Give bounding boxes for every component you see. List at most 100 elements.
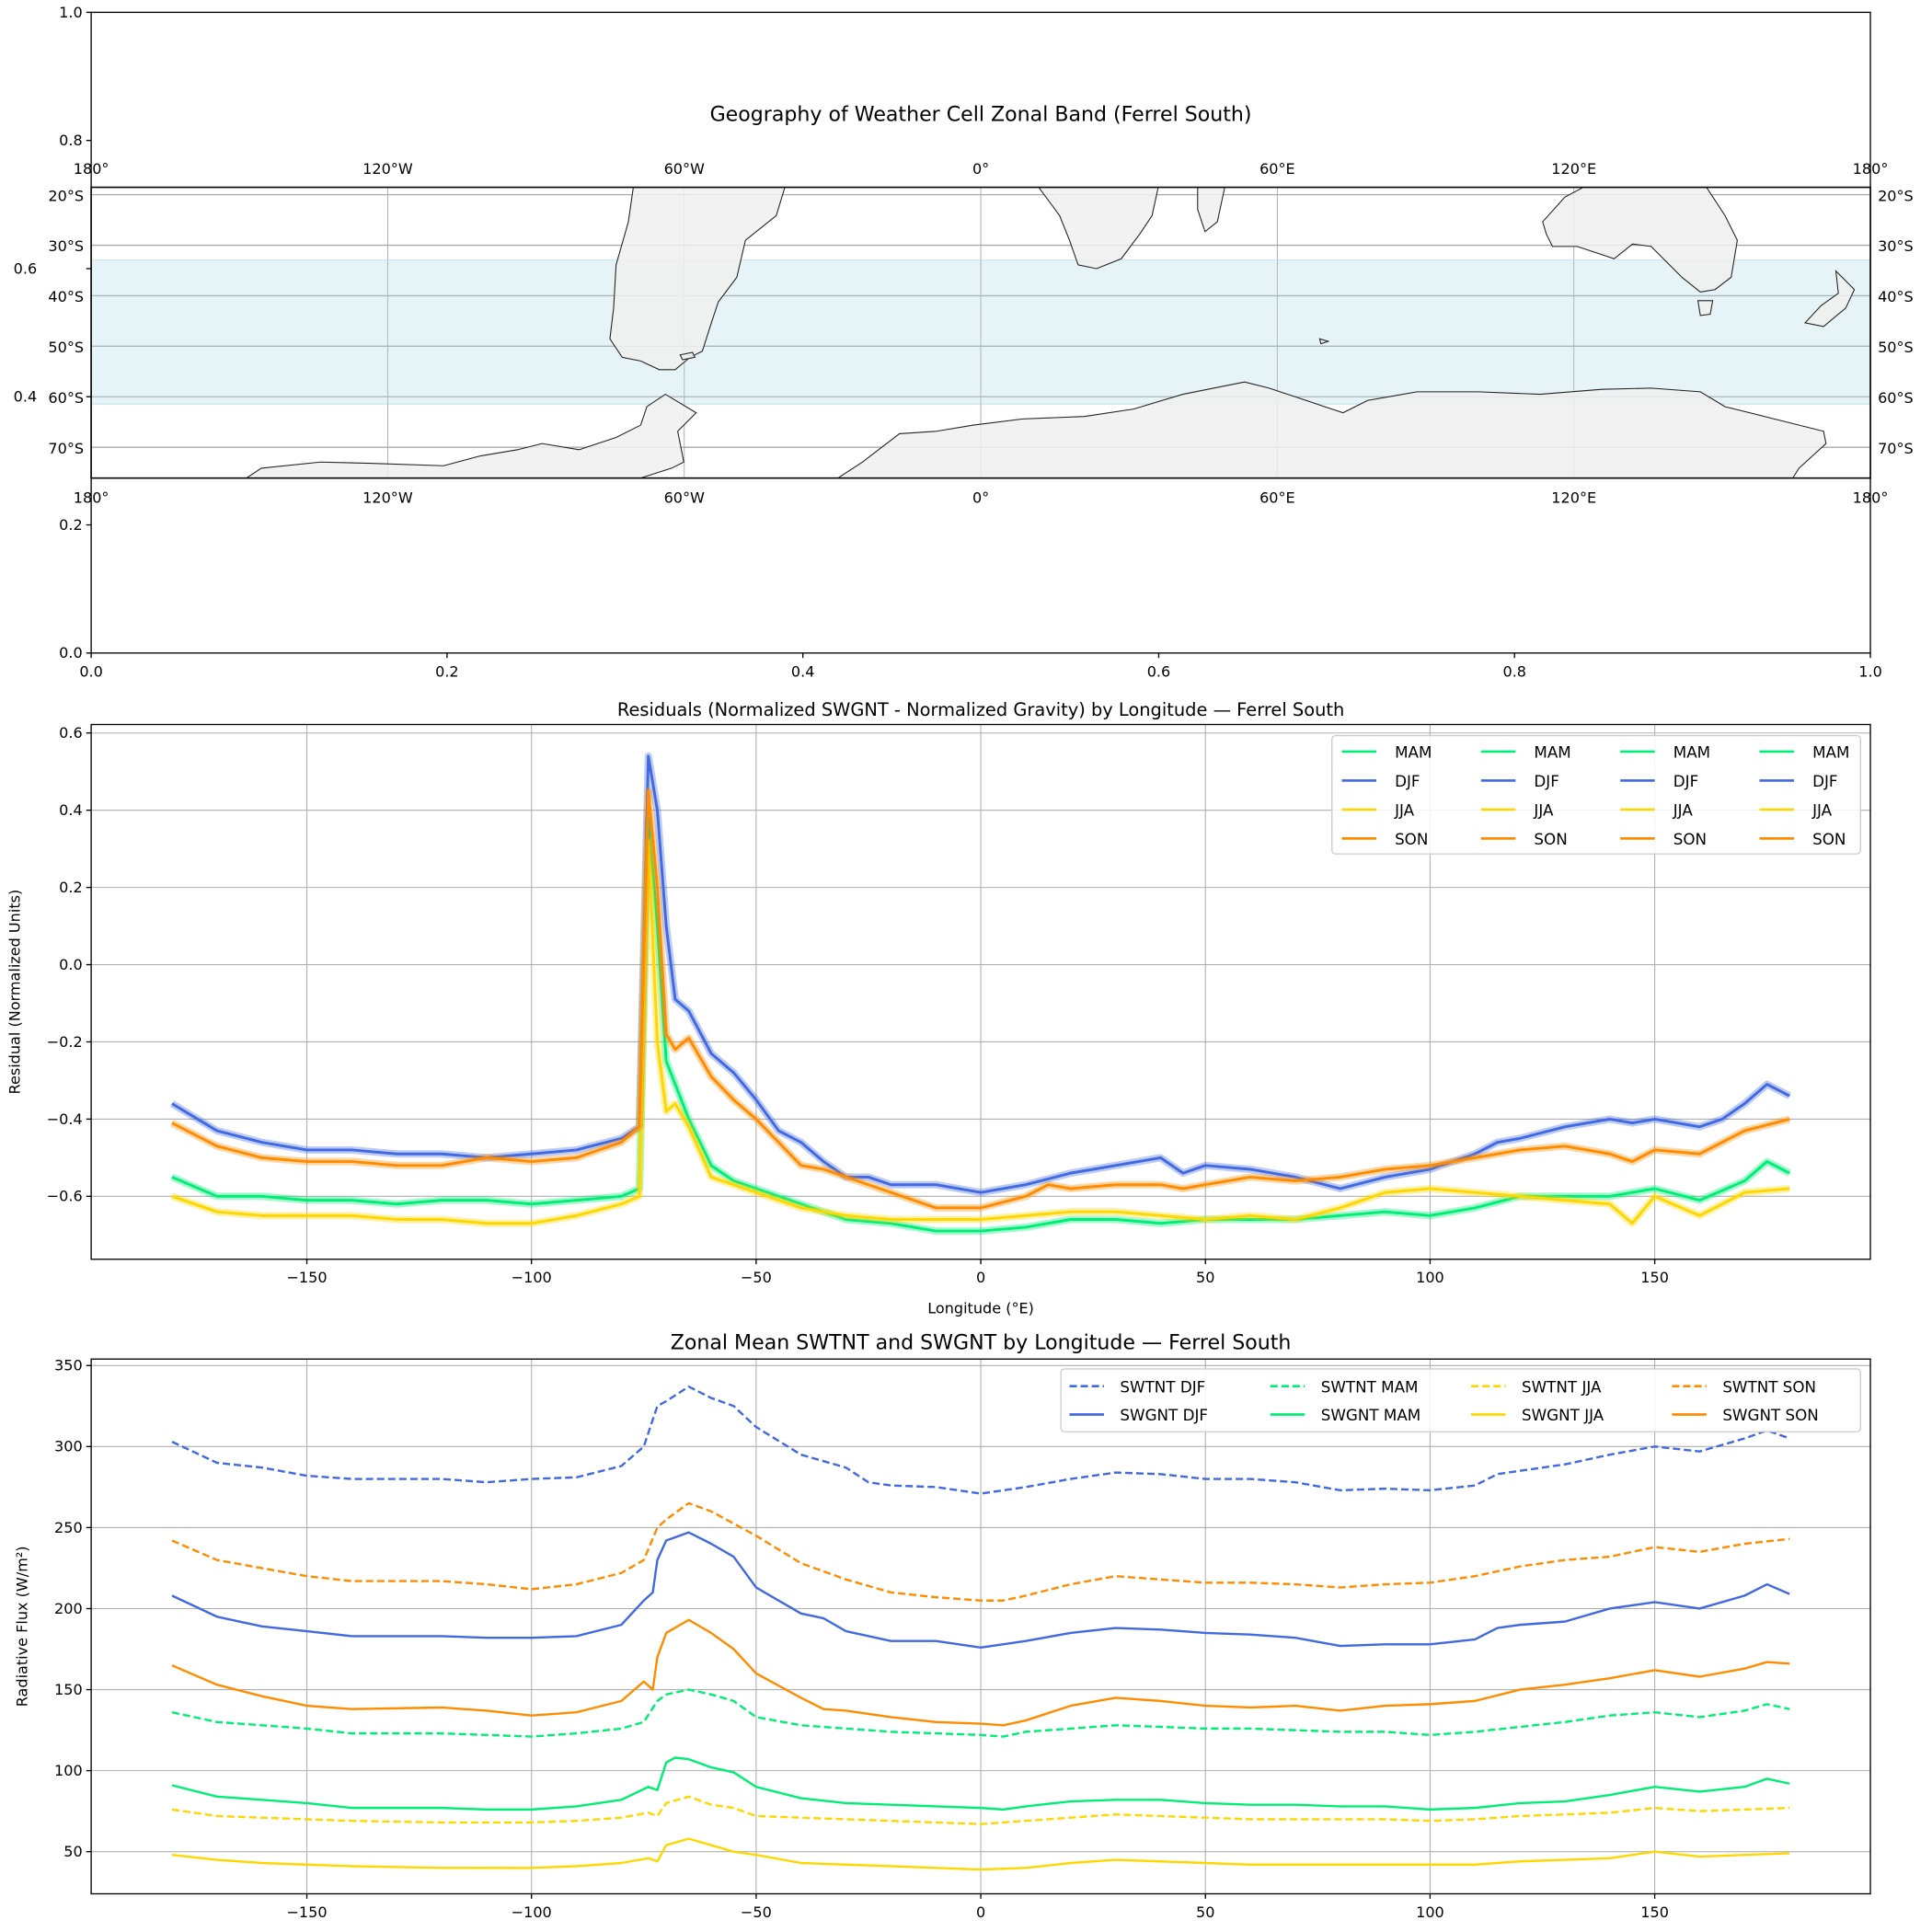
series-line-jja xyxy=(171,839,1790,1225)
lon-label-top: 0° xyxy=(972,160,989,178)
antarctica-west xyxy=(245,393,697,479)
legend-label: SON xyxy=(1673,830,1707,848)
x-tick-label: 150 xyxy=(1640,1269,1669,1286)
residuals-xlabel: Longitude (°E) xyxy=(927,1300,1034,1317)
legend-label: MAM xyxy=(1812,743,1849,762)
x-tick-label: 100 xyxy=(1416,1903,1444,1921)
legend-label: SON xyxy=(1812,830,1846,848)
x-tick-label: 100 xyxy=(1416,1269,1444,1286)
legend: SWTNT DJF SWTNT MAM SWTNT JJA SWTNT SON SWGN… xyxy=(1060,1368,1861,1432)
x-tick-label: 50 xyxy=(1196,1903,1214,1921)
legend-label: SWTNT JJA xyxy=(1522,1377,1602,1396)
series-line-djf xyxy=(171,754,1790,1194)
y-tick-label: −0.2 xyxy=(47,1033,83,1051)
residuals-ylabel: Residual (Normalized Units) xyxy=(6,890,23,1095)
new-zealand xyxy=(1804,270,1856,328)
residuals-title: Residuals (Normalized SWGNT - Normalized… xyxy=(617,699,1344,720)
lon-label-bottom: 120°W xyxy=(362,489,413,506)
series-line-swgnt-mam xyxy=(171,1756,1790,1811)
map-panel: Geography of Weather Cell Zonal Band (Fe… xyxy=(14,4,1914,681)
outer-axis: 0.0 0.2 0.4 0.6 0.8 1.0 0.0 0.2 0.4 0.6 0.8 1.0 xyxy=(14,4,1882,681)
map: 180° 180° 120°W 120°W 60°W 60°W 0° 0° 60°E 60°E 12… xyxy=(48,160,1913,507)
series-line-swgnt-djf xyxy=(171,1531,1790,1649)
x-tick-label: 0 xyxy=(976,1903,985,1921)
y-tick-label: 0.8 xyxy=(59,132,83,149)
x-tick-label: 0.2 xyxy=(435,662,459,680)
lon-label-bottom: 180° xyxy=(74,489,109,506)
y-tick-label: 0.0 xyxy=(59,644,83,661)
axes-frame xyxy=(90,1358,1871,1895)
y-tick-label: 1.0 xyxy=(59,4,83,21)
series-line-swgnt-son xyxy=(171,1618,1790,1727)
series-line-swtnt-jja xyxy=(171,1795,1790,1825)
y-tick-label: 200 xyxy=(54,1600,83,1617)
legend-label: SWTNT MAM xyxy=(1321,1377,1419,1396)
x-tick-label: −150 xyxy=(286,1903,327,1921)
y-tick-label: 100 xyxy=(54,1762,83,1779)
lon-label-top: 120°E xyxy=(1551,160,1596,178)
legend-label: JJA xyxy=(1673,801,1694,820)
series-line-swtnt-djf xyxy=(171,1386,1790,1495)
y-tick-label: 0.4 xyxy=(14,388,38,406)
y-tick-label: 0.2 xyxy=(59,516,83,534)
legend-label: SWTNT SON xyxy=(1722,1377,1816,1396)
y-tick-label: −0.4 xyxy=(47,1110,83,1128)
y-tick-label: 0.0 xyxy=(59,956,83,973)
x-tick-label: −50 xyxy=(741,1903,772,1921)
legend-label: JJA xyxy=(1394,801,1415,820)
legend-label: SON xyxy=(1395,830,1428,848)
x-tick-label: 1.0 xyxy=(1858,662,1882,680)
lon-label-top: 180° xyxy=(1853,160,1889,178)
legend-label: MAM xyxy=(1673,743,1710,762)
flux-panel: Zonal Mean SWTNT and SWGNT by Longitude … xyxy=(13,1331,1871,1921)
x-tick-label: 0.0 xyxy=(79,662,103,680)
legend: MAM DJF JJA SON MAM DJF JJA SON MAM DJF JJA SON MAM D… xyxy=(1331,734,1861,855)
legend-label: DJF xyxy=(1395,772,1420,790)
y-tick-label: 0.4 xyxy=(59,801,83,819)
lon-label-top: 60°W xyxy=(664,160,705,178)
legend-label: MAM xyxy=(1395,743,1432,762)
africa xyxy=(1037,187,1159,270)
x-tick-label: 150 xyxy=(1640,1903,1669,1921)
residuals-panel: Residuals (Normalized SWGNT - Normalized… xyxy=(6,699,1871,1317)
y-tick-label: 0.6 xyxy=(59,724,83,742)
x-tick-label: 0.4 xyxy=(791,662,815,680)
series-line-swtnt-mam xyxy=(171,1688,1790,1738)
legend-label: SWGNT DJF xyxy=(1120,1406,1208,1424)
lon-label-bottom: 0° xyxy=(972,489,989,506)
y-tick-label: 150 xyxy=(54,1681,83,1698)
kerguelen xyxy=(1318,338,1330,345)
series-line-son xyxy=(171,789,1790,1210)
map-title: Geography of Weather Cell Zonal Band (Fe… xyxy=(710,102,1252,126)
legend-label: MAM xyxy=(1534,743,1570,762)
ferrel-band xyxy=(90,259,1871,405)
x-tick-label: −150 xyxy=(286,1269,327,1286)
lat-label-left: 40°S xyxy=(48,288,84,305)
legend-label: SON xyxy=(1534,830,1567,848)
lon-label-top: 180° xyxy=(74,160,109,178)
antarctica-east xyxy=(835,381,1827,479)
legend-label: DJF xyxy=(1534,772,1558,790)
x-tick-label: −50 xyxy=(741,1269,772,1286)
lat-label-right: 60°S xyxy=(1878,389,1914,407)
legend-label: SWGNT JJA xyxy=(1522,1406,1604,1424)
series-line-swtnt-son xyxy=(171,1501,1790,1602)
lat-label-right: 50°S xyxy=(1878,339,1914,356)
y-tick-label: 0.2 xyxy=(59,879,83,896)
tasmania xyxy=(1696,300,1714,316)
x-tick-label: 0 xyxy=(976,1269,985,1286)
lat-label-right: 20°S xyxy=(1878,187,1914,204)
y-tick-label: −0.6 xyxy=(47,1188,83,1205)
lon-label-bottom: 180° xyxy=(1853,489,1889,506)
south-america xyxy=(609,187,786,371)
lon-label-bottom: 120°E xyxy=(1551,489,1596,506)
land xyxy=(245,187,1856,479)
legend-label: SWGNT SON xyxy=(1722,1406,1819,1424)
axes-frame xyxy=(90,723,1871,1260)
lat-label-left: 70°S xyxy=(48,440,84,457)
x-tick-label: 0.8 xyxy=(1502,662,1526,680)
y-tick-label: 250 xyxy=(54,1519,83,1536)
lat-label-left: 50°S xyxy=(48,339,84,356)
lon-label-bottom: 60°W xyxy=(664,489,705,506)
